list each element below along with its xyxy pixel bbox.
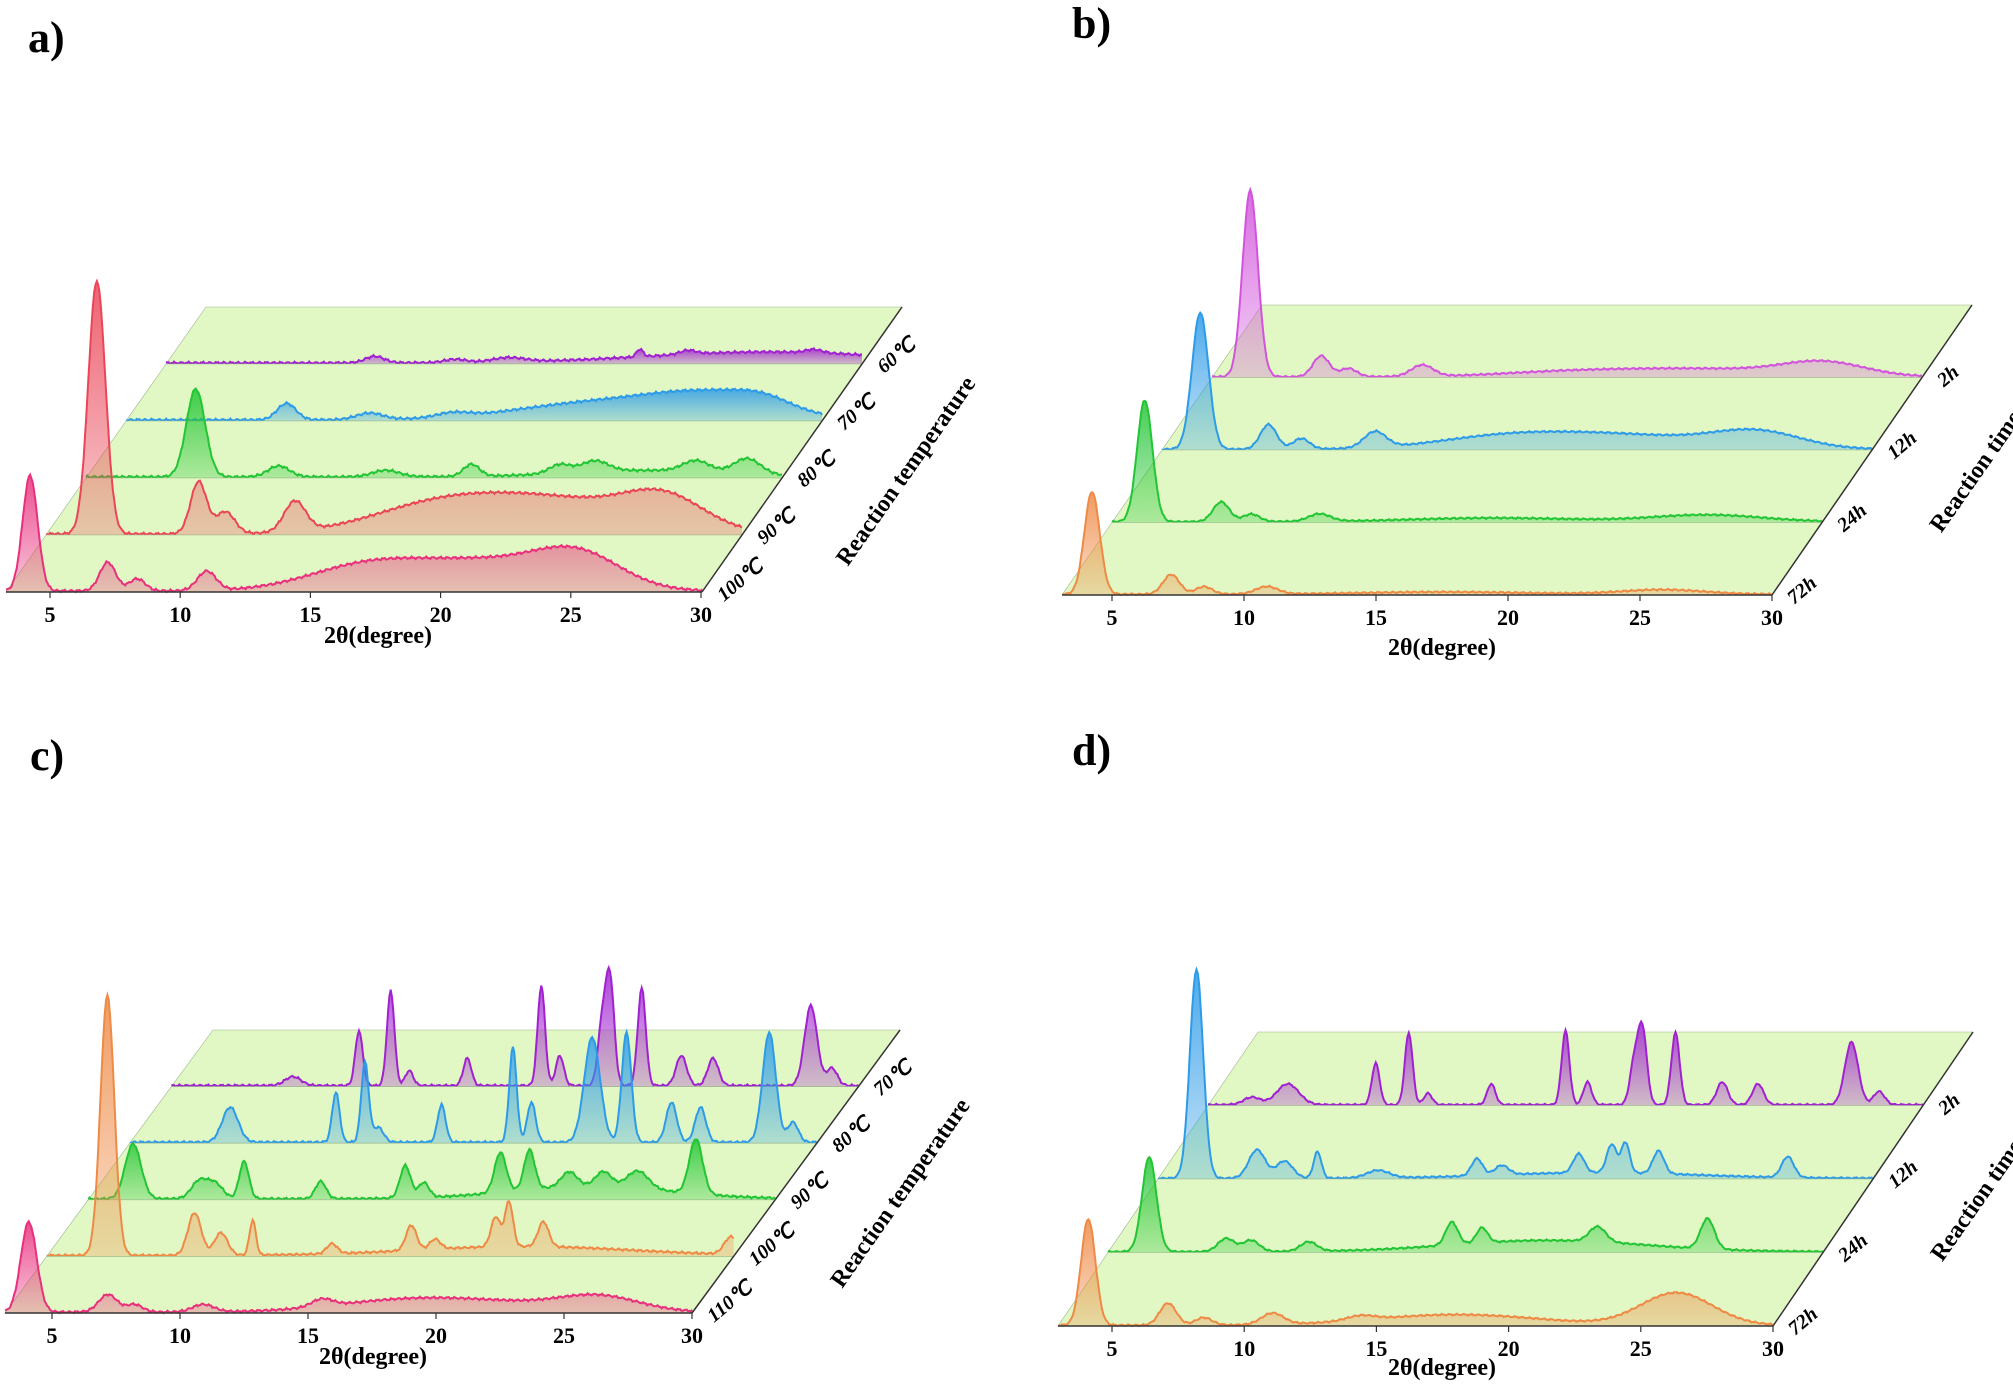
series-label: 2h bbox=[1932, 361, 1963, 392]
x-tick-label: 5 bbox=[47, 1323, 58, 1348]
x-tick-label: 30 bbox=[1762, 1336, 1784, 1361]
series-label: 72h bbox=[1783, 572, 1821, 609]
x-tick-label: 10 bbox=[1233, 1336, 1255, 1361]
series-label: 12h bbox=[1884, 1156, 1922, 1193]
x-tick-label: 25 bbox=[560, 602, 582, 627]
series-line bbox=[85, 387, 783, 480]
series-line bbox=[1062, 490, 1773, 597]
depth-axis-line bbox=[691, 1029, 901, 1314]
series-area bbox=[86, 388, 782, 478]
x-axis-label: 2θ(degree) bbox=[1388, 635, 1496, 661]
x-tick-label: 20 bbox=[1498, 1336, 1520, 1361]
depth-axis-line bbox=[1772, 1031, 1974, 1327]
series-line bbox=[4, 1219, 693, 1315]
x-tick-label: 5 bbox=[1107, 1336, 1118, 1361]
x-tick-label: 5 bbox=[45, 602, 56, 627]
x-tick-label: 10 bbox=[169, 1323, 191, 1348]
x-tick-label: 30 bbox=[690, 602, 712, 627]
x-tick-label: 30 bbox=[1761, 605, 1783, 630]
panel-b: b) 2h 12h 24h 72h 5 10 15 20 25 30 2θ(degree) Reacti… bbox=[1061, 0, 2013, 661]
panel-label: d) bbox=[1072, 726, 1111, 775]
x-tick-label: 10 bbox=[169, 602, 191, 627]
series-line bbox=[1211, 186, 1922, 379]
series-line bbox=[87, 1138, 776, 1202]
x-tick-label: 25 bbox=[1629, 605, 1651, 630]
series-area bbox=[5, 1221, 692, 1313]
series-line bbox=[46, 278, 743, 537]
series-line bbox=[1058, 1217, 1774, 1328]
depth-axis-label: Reaction time bbox=[1926, 1134, 2013, 1265]
x-tick-label: 15 bbox=[297, 1323, 319, 1348]
series-label: 2h bbox=[1933, 1089, 1964, 1120]
depth-axis-line bbox=[1771, 304, 1973, 596]
depth-axis-line bbox=[701, 306, 903, 593]
x-tick-label: 25 bbox=[553, 1323, 575, 1348]
series-line bbox=[1161, 310, 1873, 451]
series-label: 12h bbox=[1883, 427, 1921, 464]
series-line bbox=[5, 472, 703, 594]
series-area bbox=[166, 348, 862, 364]
x-tick-label: 25 bbox=[1630, 1336, 1652, 1361]
series-line bbox=[46, 991, 735, 1258]
panel-label: c) bbox=[30, 731, 64, 780]
series-line bbox=[1111, 399, 1823, 524]
series-line bbox=[165, 346, 862, 366]
x-tick-label: 20 bbox=[430, 602, 452, 627]
x-tick-label: 5 bbox=[1107, 605, 1118, 630]
panel-label: a) bbox=[28, 13, 65, 62]
series-area bbox=[46, 994, 734, 1257]
series-line bbox=[1157, 966, 1874, 1181]
series-label: 24h bbox=[1832, 499, 1871, 537]
panel-label: b) bbox=[1072, 0, 1111, 48]
series-area bbox=[88, 1139, 776, 1200]
series-area bbox=[1058, 1219, 1773, 1326]
series-line bbox=[1107, 1155, 1824, 1254]
x-tick-label: 15 bbox=[1365, 1336, 1387, 1361]
x-axis-label: 2θ(degree) bbox=[1388, 1355, 1496, 1381]
x-tick-label: 20 bbox=[1497, 605, 1519, 630]
x-tick-label: 15 bbox=[299, 602, 321, 627]
x-tick-label: 20 bbox=[425, 1323, 447, 1348]
series-area bbox=[126, 388, 822, 421]
x-tick-label: 15 bbox=[1365, 605, 1387, 630]
x-tick-label: 10 bbox=[1233, 605, 1255, 630]
series-area bbox=[46, 281, 742, 535]
x-axis-label: 2θ(degree) bbox=[324, 623, 432, 649]
series-area bbox=[6, 474, 702, 592]
panel-d: d) 2h 12h 24h 72h 5 10 15 20 25 30 2θ(degree) Reacti… bbox=[1057, 726, 2013, 1381]
series-line bbox=[125, 387, 823, 423]
x-tick-label: 30 bbox=[681, 1323, 703, 1348]
depth-axis-label: Reaction time bbox=[1925, 406, 2013, 537]
series-label: 24h bbox=[1833, 1229, 1872, 1267]
series-area bbox=[1208, 1021, 1923, 1106]
x-axis-label: 2θ(degree) bbox=[319, 1344, 427, 1370]
series-label: 72h bbox=[1784, 1303, 1822, 1340]
series-line bbox=[129, 1028, 818, 1145]
